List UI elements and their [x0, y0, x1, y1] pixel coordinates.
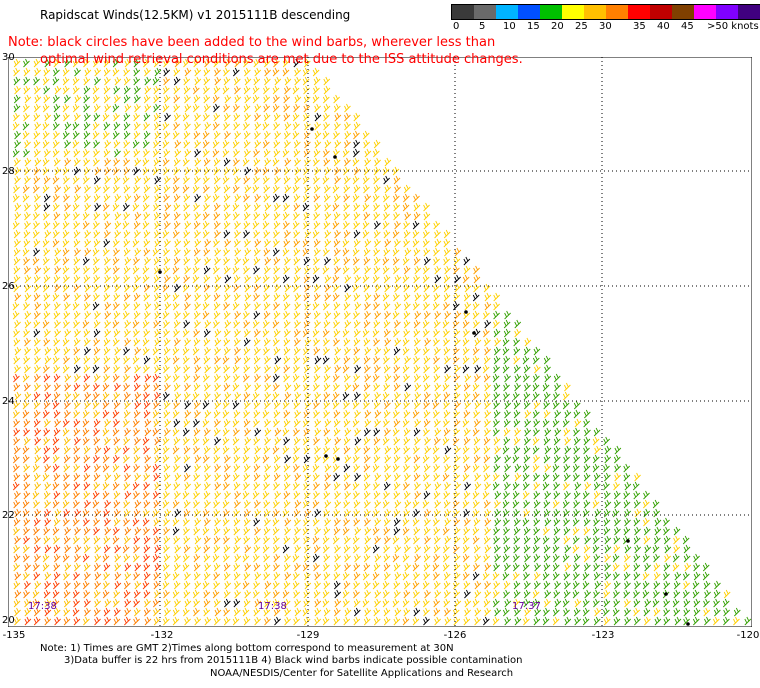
map-title: Rapidscat Winds(12.5KM) v1 2015111B desc…	[40, 8, 351, 22]
lon-label: -126	[443, 630, 467, 641]
footer-note-2: 3)Data buffer is 22 hrs from 2015111B 4)…	[64, 655, 523, 666]
colorbar-label: 20	[551, 21, 564, 32]
colorbar-label: 5	[479, 21, 486, 32]
colorbar-swatch	[474, 5, 496, 19]
colorbar-swatch	[738, 5, 760, 19]
lat-label: 26	[2, 281, 15, 292]
colorbar-swatch	[452, 5, 474, 19]
lon-label: -129	[296, 630, 320, 641]
colorbar-swatch	[650, 5, 672, 19]
pass-time: 17:38	[258, 601, 287, 612]
lon-label: -132	[150, 630, 174, 641]
colorbar-swatch	[606, 5, 628, 19]
footer-note-1: Note: 1) Times are GMT 2)Times along bot…	[40, 643, 454, 654]
colorbar-label: 40	[657, 21, 670, 32]
colorbar-swatch	[562, 5, 584, 19]
colorbar-label: 25	[575, 21, 588, 32]
colorbar-label: 10	[503, 21, 516, 32]
colorbar-label: 30	[599, 21, 612, 32]
note-line-1: Note: black circles have been added to t…	[8, 35, 496, 50]
pass-time: 17:37	[512, 601, 541, 612]
lat-label: 20	[2, 615, 15, 626]
colorbar-swatch	[694, 5, 716, 19]
wind-speed-colorbar	[451, 4, 760, 20]
colorbar-swatch	[628, 5, 650, 19]
colorbar-swatch	[496, 5, 518, 19]
pass-time: 17:38	[28, 601, 57, 612]
colorbar-swatch	[716, 5, 738, 19]
colorbar-label: 35	[633, 21, 646, 32]
lon-label: -135	[2, 630, 26, 641]
colorbar-label: >50 knots	[707, 21, 759, 32]
note-line-2: optimal wind retrieval conditions are me…	[40, 52, 523, 67]
colorbar-label: 0	[453, 21, 460, 32]
colorbar-swatch	[518, 5, 540, 19]
lat-label: 24	[2, 396, 15, 407]
colorbar-swatch	[584, 5, 606, 19]
lat-label: 22	[2, 510, 15, 521]
lat-label: 28	[2, 166, 15, 177]
colorbar-label: 45	[681, 21, 694, 32]
colorbar-label: 15	[527, 21, 540, 32]
wind-barb-map	[8, 57, 752, 627]
footer-credit: NOAA/NESDIS/Center for Satellite Applica…	[210, 668, 514, 679]
colorbar-swatch	[672, 5, 694, 19]
lat-label: 30	[2, 52, 15, 63]
colorbar-swatch	[540, 5, 562, 19]
lon-label: -120	[736, 630, 760, 641]
attitude-note: Note: black circles have been added to t…	[8, 34, 523, 68]
lon-label: -123	[591, 630, 615, 641]
